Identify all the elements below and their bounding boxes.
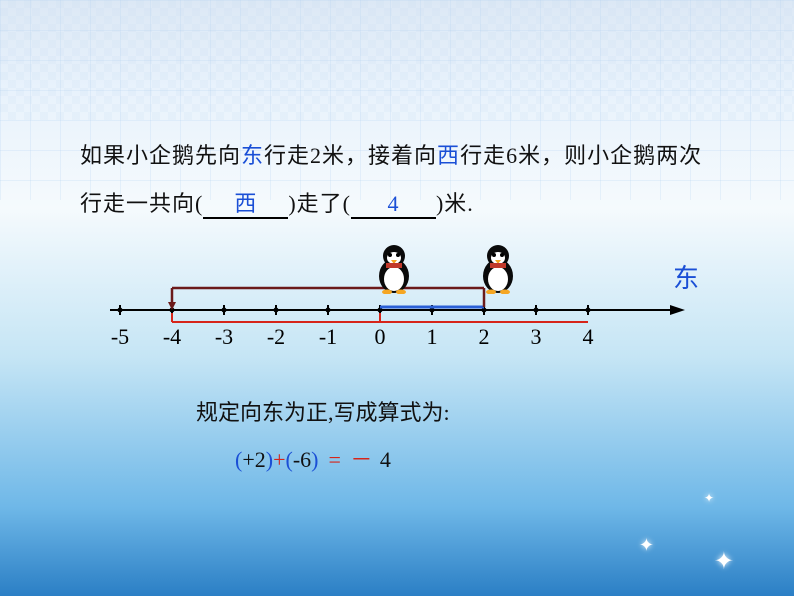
paren-close-1: ) — [266, 447, 273, 472]
sparkle-decoration: ✦ — [714, 547, 734, 576]
question-paragraph: 如果小企鹅先向东行走2米，接着向西行走6米，则小企鹅两次行走一共向(西)走了(4… — [80, 132, 720, 229]
paren-close-2: ) — [311, 447, 318, 472]
formula-label: 规定向东为正,写成算式为: — [196, 395, 450, 427]
formula-result: 4 — [380, 447, 391, 472]
svg-text:-2: -2 — [267, 324, 285, 349]
paren-open-2: ( — [286, 447, 293, 472]
blank-direction: 西 — [203, 193, 288, 219]
formula-expression: (+2)+(-6)= － 4 — [235, 442, 391, 474]
text-suffix: )米. — [436, 191, 474, 216]
svg-text:1: 1 — [427, 324, 438, 349]
number-line: -5 -4 -3 -2 -1 0 1 2 3 4 — [110, 280, 690, 360]
formula-n1: +2 — [242, 447, 265, 472]
svg-text:-1: -1 — [319, 324, 337, 349]
sparkle-decoration: ✦ — [704, 491, 714, 506]
svg-text:-4: -4 — [163, 324, 181, 349]
blank-distance: 4 — [351, 193, 436, 219]
penguin-at-zero — [372, 242, 416, 294]
formula-n2: -6 — [293, 447, 311, 472]
svg-text:0: 0 — [375, 324, 386, 349]
svg-text:3: 3 — [531, 324, 542, 349]
text-east: 东 — [241, 143, 264, 168]
formula-equals: = － — [328, 447, 374, 472]
text-mid1: 行走2米，接着向 — [264, 143, 437, 168]
svg-text:-3: -3 — [215, 324, 233, 349]
text-mid3: )走了( — [288, 191, 351, 216]
penguin-at-two — [476, 242, 520, 294]
svg-text:-5: -5 — [111, 324, 129, 349]
sparkle-decoration: ✦ — [639, 535, 654, 556]
svg-text:4: 4 — [583, 324, 594, 349]
text-west: 西 — [437, 143, 460, 168]
formula-plus: + — [273, 447, 285, 472]
svg-text:2: 2 — [479, 324, 490, 349]
text-prefix: 如果小企鹅先向 — [80, 143, 241, 168]
